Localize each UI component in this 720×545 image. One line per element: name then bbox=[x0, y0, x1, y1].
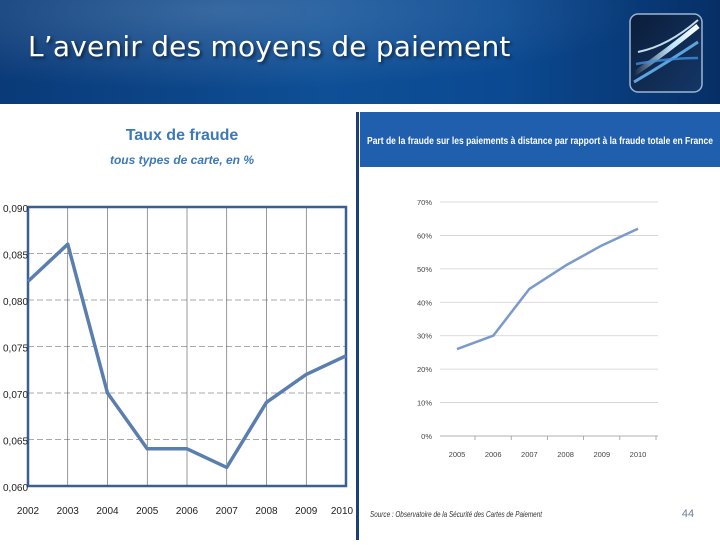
chart1-y-tick-label: 0,070 bbox=[3, 390, 28, 401]
chart1-x-tick-label: 2009 bbox=[295, 506, 318, 517]
chart1-x-tick-label: 2007 bbox=[216, 506, 239, 517]
chart2-x-tick-label: 2005 bbox=[449, 450, 466, 459]
chart1-x-tick-label: 2008 bbox=[255, 506, 278, 517]
chart2-header-bar bbox=[360, 112, 720, 167]
chart1-y-tick-label: 0,075 bbox=[3, 344, 28, 355]
chart2-y-tick-label: 0% bbox=[421, 432, 432, 441]
chart1-x-tick-label: 2002 bbox=[17, 506, 40, 517]
light-streak-logo-icon bbox=[629, 13, 703, 93]
chart1-x-tick-label: 2005 bbox=[136, 506, 159, 517]
chart1-y-tick-label: 0,085 bbox=[3, 251, 28, 262]
fraud-rate-chart: Taux de fraude tous types de carte, en %… bbox=[3, 127, 354, 517]
chart2-series-line bbox=[456, 227, 639, 351]
chart1-x-tick-label: 2010 bbox=[331, 506, 354, 517]
chart2-x-tick-label: 2006 bbox=[485, 450, 502, 459]
chart1-y-tick-label: 0,060 bbox=[3, 483, 28, 494]
slide-title: L’avenir des moyens de paiement bbox=[28, 30, 511, 63]
fraud-rate-chart-panel: Taux de fraude tous types de carte, en %… bbox=[0, 112, 355, 540]
chart2-x-tick-label: 2009 bbox=[593, 450, 610, 459]
chart2-y-tick-label: 20% bbox=[417, 365, 432, 374]
chart1-series-line bbox=[26, 242, 347, 470]
chart1-y-tick-label: 0,080 bbox=[3, 297, 28, 308]
banner-glow bbox=[0, 0, 720, 104]
page-number: 44 bbox=[681, 508, 695, 520]
chart2-y-tick-label: 50% bbox=[417, 265, 432, 274]
chart2-y-tick-label: 70% bbox=[417, 198, 432, 207]
chart2-title: Part de la fraude sur les paiements à di… bbox=[367, 135, 713, 147]
chart2-x-tick-label: 2007 bbox=[521, 450, 538, 459]
panel-divider bbox=[356, 112, 359, 540]
chart1-x-tick-label: 2006 bbox=[176, 506, 199, 517]
chart2-y-tick-label: 60% bbox=[417, 231, 432, 240]
chart2-y-tick-label: 30% bbox=[417, 332, 432, 341]
chart1-x-tick-label: 2003 bbox=[57, 506, 80, 517]
chart1-y-tick-label: 0,090 bbox=[3, 204, 28, 215]
chart2-y-tick-label: 40% bbox=[417, 298, 432, 307]
chart2-x-tick-label: 2008 bbox=[557, 450, 574, 459]
chart2-y-tick-label: 10% bbox=[417, 399, 432, 408]
chart2-x-tick-label: 2010 bbox=[630, 450, 647, 459]
chart1-title: Taux de fraude bbox=[126, 127, 239, 144]
remote-fraud-share-chart: Part de la fraude sur les paiements à di… bbox=[360, 112, 720, 519]
title-banner: L’avenir des moyens de paiement bbox=[0, 0, 720, 104]
chart1-subtitle: tous types de carte, en % bbox=[110, 153, 254, 167]
chart1-x-tick-label: 2004 bbox=[96, 506, 119, 517]
chart2-source: Source : Observatoire de la Sécurité des… bbox=[370, 510, 543, 519]
chart1-y-tick-label: 0,065 bbox=[3, 437, 28, 448]
remote-fraud-share-chart-panel: Part de la fraude sur les paiements à di… bbox=[360, 112, 720, 540]
